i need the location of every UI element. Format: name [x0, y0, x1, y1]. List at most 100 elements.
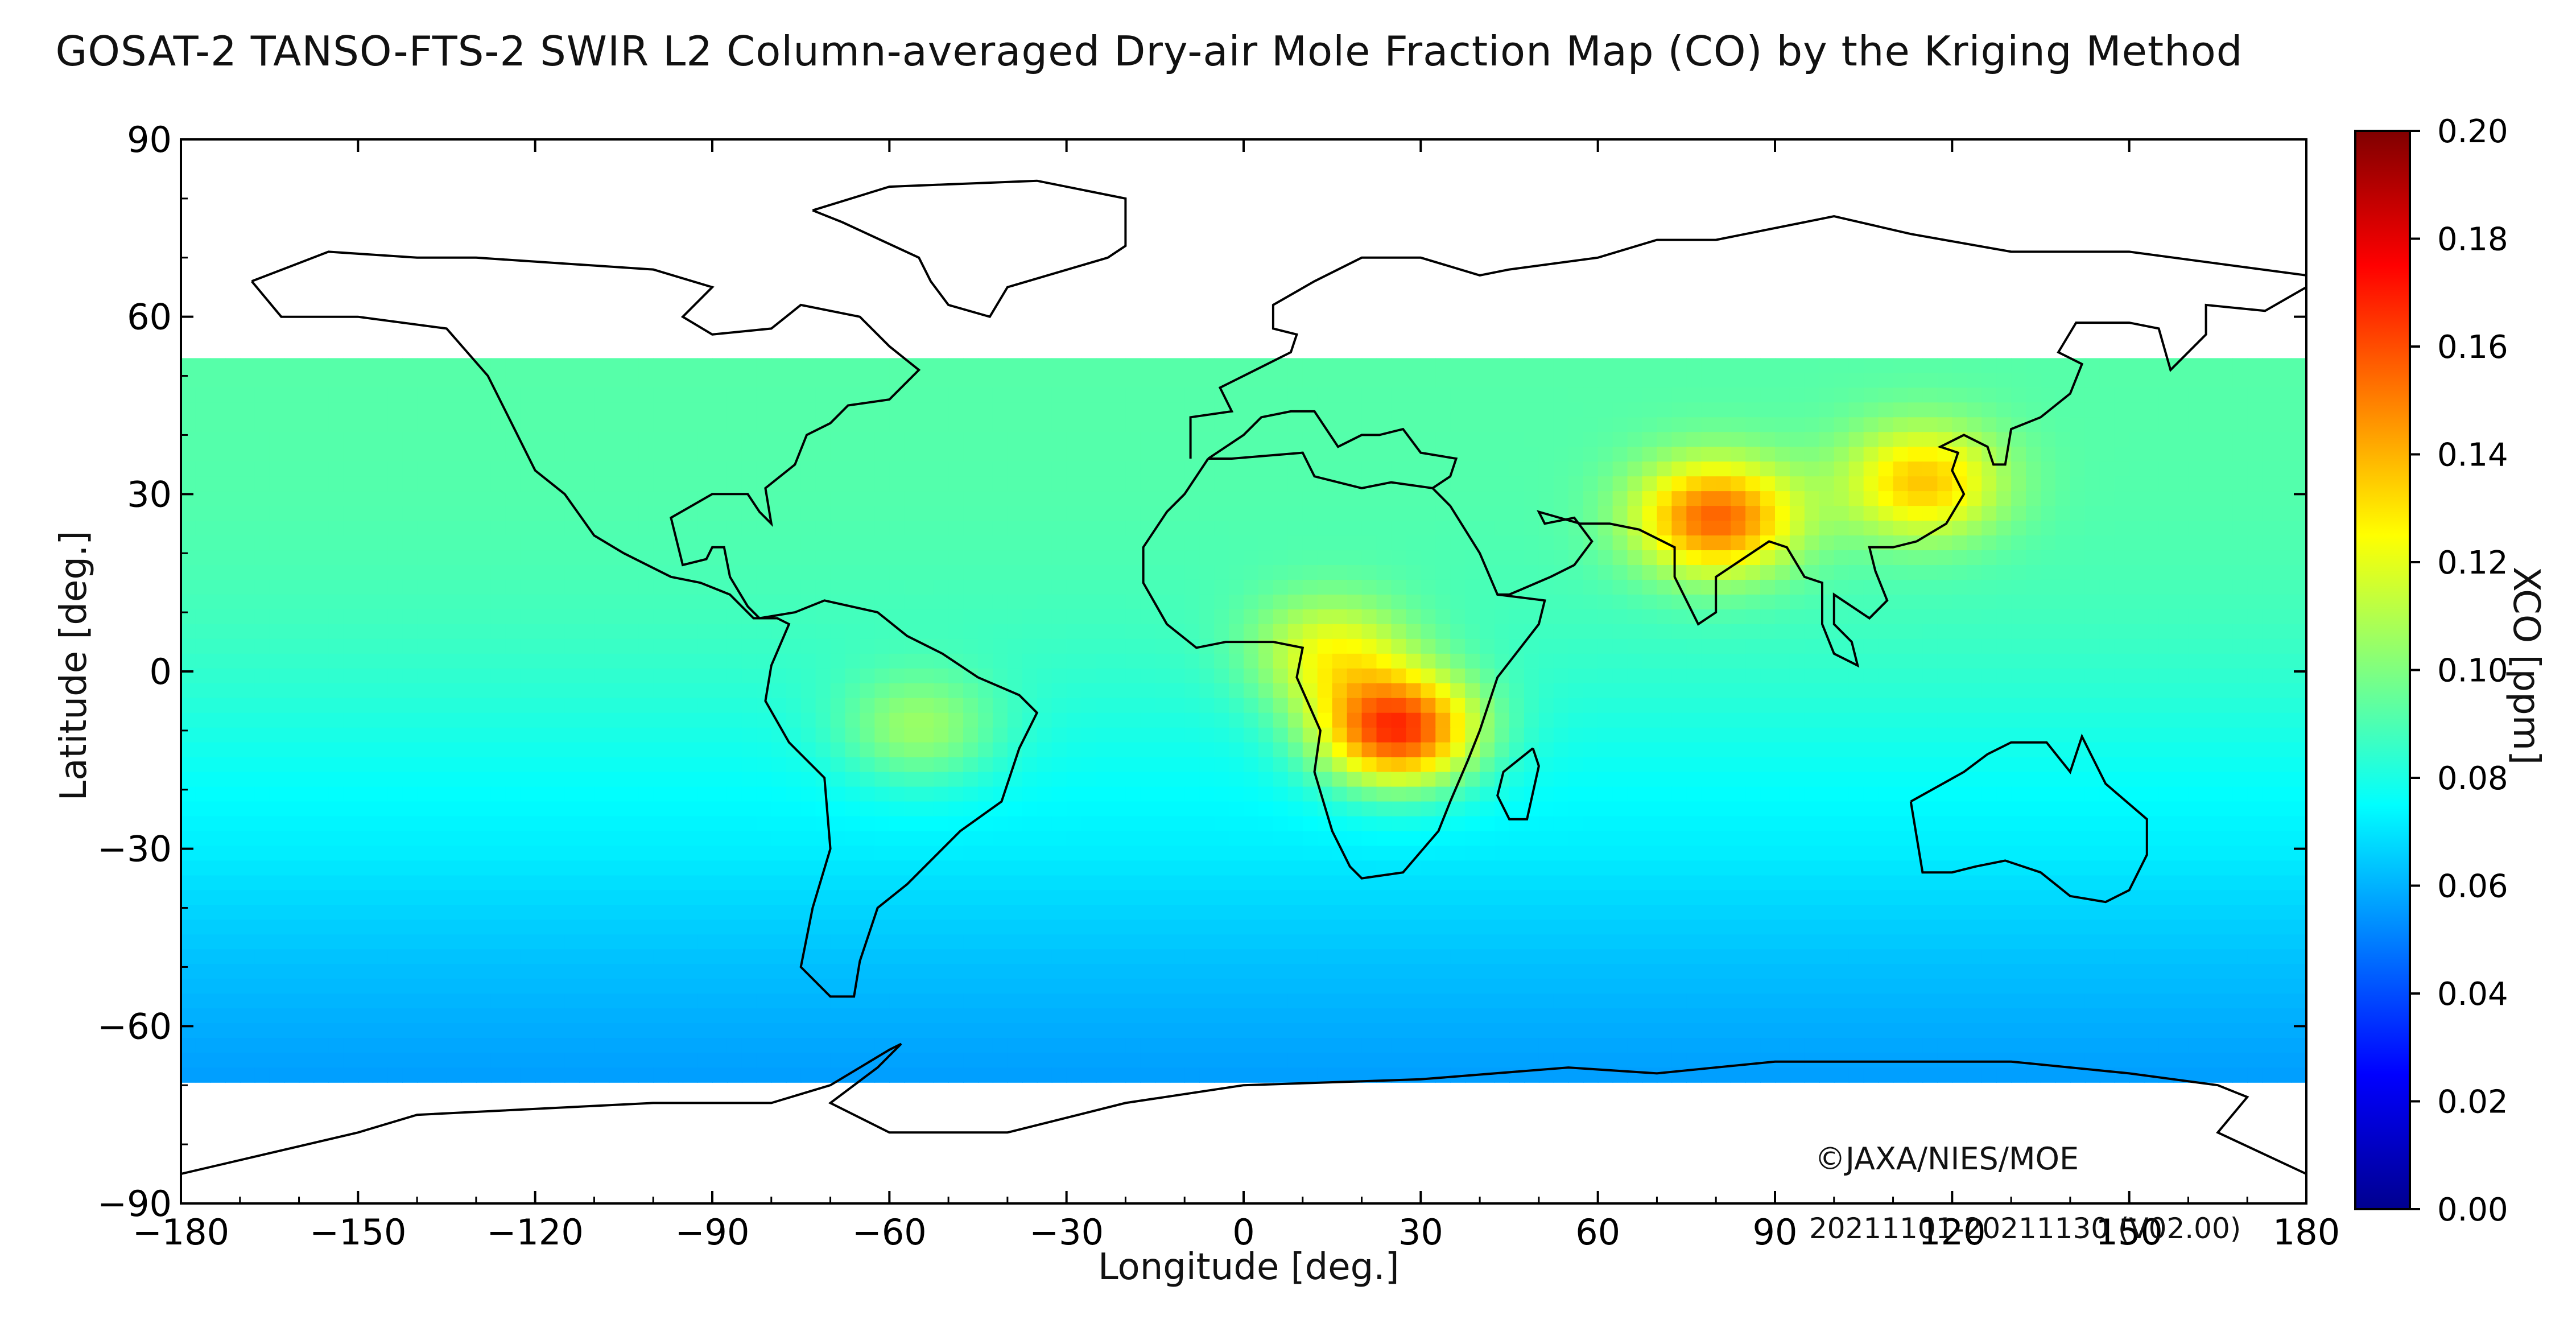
map-cell	[1671, 609, 1687, 625]
map-cell	[1893, 402, 1909, 418]
map-cell	[1066, 757, 1082, 773]
map-cell	[697, 653, 713, 669]
map-cell	[1716, 757, 1731, 773]
map-cell	[2026, 742, 2041, 758]
map-cell	[313, 624, 329, 640]
map-cell	[1376, 801, 1392, 817]
map-cell	[756, 653, 772, 669]
map-cell	[1937, 417, 1953, 433]
map-cell	[505, 358, 521, 374]
map-cell	[1066, 521, 1082, 536]
map-cell	[1671, 831, 1687, 847]
map-cell	[1716, 786, 1731, 802]
map-cell	[594, 801, 610, 817]
map-cell	[638, 373, 654, 389]
map-cell	[1347, 786, 1363, 802]
map-cell	[2173, 653, 2189, 669]
map-cell	[2292, 638, 2306, 654]
map-cell	[2011, 476, 2026, 492]
map-cell	[210, 712, 226, 728]
map-cell	[1848, 535, 1864, 551]
map-cell	[1480, 727, 1495, 743]
map-cell	[1848, 698, 1864, 714]
map-cell	[1996, 491, 2012, 506]
map-cell	[1967, 683, 1983, 699]
map-cell	[1199, 579, 1215, 595]
map-cell	[771, 846, 787, 861]
map-cell	[2084, 846, 2100, 861]
map-cell	[2158, 683, 2174, 699]
map-cell	[1804, 801, 1820, 817]
map-cell	[387, 624, 403, 640]
map-cell	[2070, 624, 2086, 640]
map-cell	[830, 846, 846, 861]
map-cell	[1317, 683, 1333, 699]
map-cell	[2144, 757, 2160, 773]
map-cell	[564, 535, 580, 551]
map-cell	[564, 668, 580, 684]
map-cell	[387, 816, 403, 832]
map-cell	[1568, 816, 1584, 832]
map-cell	[1819, 565, 1835, 580]
map-cell	[2099, 831, 2115, 847]
map-cell	[2203, 521, 2219, 536]
map-cell	[181, 402, 196, 418]
map-cell	[1199, 712, 1215, 728]
map-cell	[1937, 491, 1953, 506]
map-cell	[476, 786, 492, 802]
map-cell	[1686, 521, 1702, 536]
map-cell	[889, 653, 905, 669]
map-cell	[358, 358, 374, 374]
map-cell	[2114, 653, 2130, 669]
map-cell	[210, 860, 226, 876]
map-cell	[373, 638, 389, 654]
map-cell	[1140, 816, 1156, 832]
map-cell	[1819, 653, 1835, 669]
map-cell	[505, 521, 521, 536]
map-cell	[1863, 417, 1879, 433]
map-cell	[1140, 742, 1156, 758]
map-cell	[934, 757, 949, 773]
map-cell	[269, 565, 285, 580]
map-cell	[800, 846, 816, 861]
map-cell	[1834, 831, 1850, 847]
map-cell	[1229, 757, 1244, 773]
map-cell	[2158, 417, 2174, 433]
map-cell	[845, 565, 861, 580]
map-cell	[1922, 757, 1938, 773]
map-cell	[1671, 387, 1687, 403]
map-cell	[874, 801, 890, 817]
map-cell	[1081, 801, 1097, 817]
map-cell	[2247, 786, 2263, 802]
map-cell	[2277, 772, 2292, 788]
map-cell	[1214, 594, 1229, 610]
map-cell	[786, 402, 802, 418]
map-cell	[726, 742, 742, 758]
map-cell	[638, 609, 654, 625]
map-cell	[624, 698, 639, 714]
map-cell	[948, 521, 964, 536]
map-cell	[2114, 846, 2130, 861]
map-cell	[1421, 491, 1436, 506]
map-cell	[2218, 506, 2234, 521]
map-cell	[1834, 816, 1850, 832]
map-cell	[1347, 801, 1363, 817]
map-cell	[1583, 358, 1599, 374]
map-cell	[1671, 373, 1687, 389]
map-cell	[2099, 638, 2115, 654]
map-cell	[447, 668, 462, 684]
map-cell	[2041, 816, 2056, 832]
map-cell	[1229, 535, 1244, 551]
map-cell	[505, 653, 521, 669]
map-cell	[579, 373, 595, 389]
map-cell	[1863, 757, 1879, 773]
map-cell	[594, 683, 610, 699]
map-cell	[741, 786, 757, 802]
map-cell	[771, 491, 787, 506]
map-cell	[1848, 521, 1864, 536]
map-cell	[624, 491, 639, 506]
map-cell	[2173, 402, 2189, 418]
map-cell	[1244, 772, 1259, 788]
map-cell	[1509, 831, 1525, 847]
map-cell	[2232, 668, 2248, 684]
